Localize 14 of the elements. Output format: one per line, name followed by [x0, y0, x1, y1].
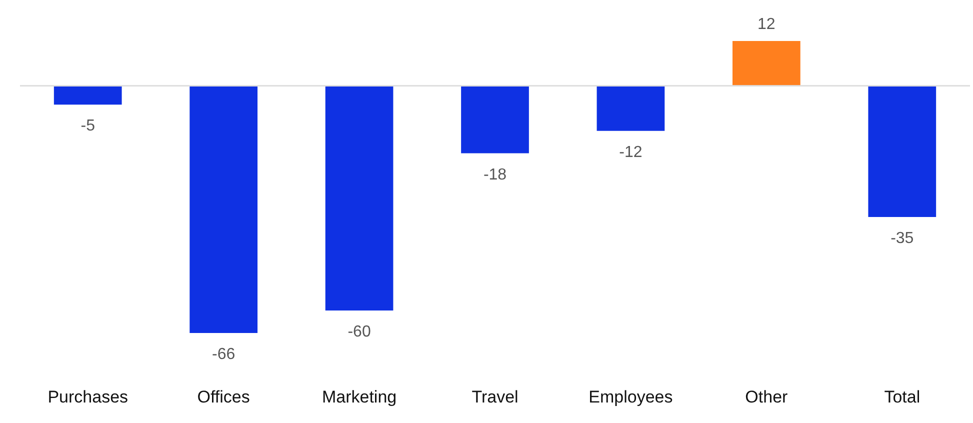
x-tick-label: Employees — [588, 388, 673, 406]
data-label: 12 — [758, 16, 776, 33]
x-tick-label: Total — [884, 388, 920, 406]
x-tick-label: Other — [745, 388, 788, 406]
data-label: -60 — [348, 324, 371, 341]
data-label: -18 — [483, 166, 507, 184]
data-label: -35 — [890, 230, 914, 247]
x-tick-label: Offices — [197, 388, 250, 406]
data-label: -12 — [619, 144, 642, 161]
x-tick-label: Purchases — [48, 388, 128, 406]
x-tick-label: Marketing — [322, 388, 397, 406]
data-label: -66 — [212, 346, 236, 363]
data-label: -5 — [80, 118, 96, 135]
x-tick-label: Travel — [472, 388, 518, 406]
